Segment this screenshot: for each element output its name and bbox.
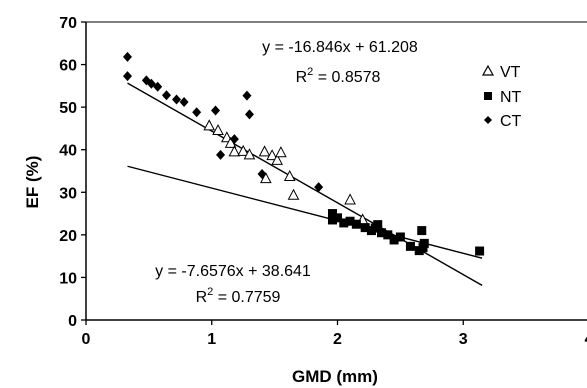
legend-ct-label: CT bbox=[500, 113, 522, 130]
legend-item-nt: NT bbox=[484, 89, 522, 106]
y-tick-label: 20 bbox=[59, 228, 77, 245]
trendline-2-equation: y = -7.6576x + 38.641 bbox=[155, 263, 311, 280]
ct-point bbox=[211, 105, 221, 116]
vt-point bbox=[203, 119, 216, 131]
data-points bbox=[122, 51, 485, 256]
ct-point bbox=[192, 107, 202, 118]
x-tick-label: 3 bbox=[459, 331, 468, 348]
x-tick-label: 0 bbox=[82, 331, 91, 348]
nt-point bbox=[417, 226, 427, 236]
trendline-1-equation: y = -16.846x + 61.208 bbox=[262, 39, 418, 56]
ct-point bbox=[244, 109, 254, 120]
nt-point bbox=[327, 209, 337, 219]
nt-point bbox=[345, 216, 355, 226]
nt-point bbox=[419, 238, 429, 248]
vt-point bbox=[259, 172, 272, 184]
x-tick-label: 4 bbox=[585, 331, 587, 348]
nt-point bbox=[389, 235, 399, 245]
x-tick-label: 1 bbox=[207, 331, 216, 348]
vt-point bbox=[287, 188, 300, 200]
ct-point bbox=[161, 90, 171, 101]
trendline-1-r2-value: = 0.8578 bbox=[313, 69, 380, 86]
vt-point bbox=[212, 123, 224, 136]
legend-vt-marker bbox=[481, 64, 495, 76]
ct-point bbox=[122, 51, 132, 62]
trendline-1 bbox=[127, 82, 483, 286]
trendline-1-r2: R2 = 0.8578 bbox=[296, 66, 381, 86]
y-tick-label: 70 bbox=[59, 15, 77, 32]
trendline-2-r2-exp: 2 bbox=[207, 286, 213, 298]
ct-point bbox=[172, 94, 182, 105]
vt-point bbox=[283, 169, 296, 182]
nt-point bbox=[333, 213, 342, 223]
nt-point bbox=[383, 230, 393, 240]
trendline-2-r2: R2 = 0.7759 bbox=[196, 286, 281, 306]
vt-point bbox=[271, 153, 283, 165]
trendline-1-r2-prefix: R bbox=[296, 69, 308, 86]
x-axis-ticks: 0 1 2 3 4 bbox=[82, 320, 587, 348]
x-axis-title: GMD (mm) bbox=[292, 367, 378, 386]
nt-point bbox=[377, 228, 387, 238]
ct-point bbox=[242, 90, 252, 101]
nt-point bbox=[405, 241, 415, 251]
trendline-1-r2-exp: 2 bbox=[307, 66, 313, 78]
vt-point bbox=[344, 193, 356, 205]
nt-point bbox=[339, 218, 349, 228]
legend-item-vt: VT bbox=[481, 64, 521, 81]
vt-point bbox=[266, 149, 278, 161]
nt-point bbox=[351, 219, 361, 229]
legend-vt-label: VT bbox=[500, 64, 521, 81]
y-tick-label: 30 bbox=[59, 185, 77, 202]
trendline-2 bbox=[127, 165, 483, 259]
vt-point bbox=[237, 144, 250, 156]
y-axis-title: EF (%) bbox=[23, 156, 42, 209]
nt-point bbox=[475, 246, 485, 256]
trendline-2-r2-prefix: R bbox=[196, 289, 208, 306]
y-tick-label: 0 bbox=[68, 313, 77, 330]
trendline-2-r2-value: = 0.7759 bbox=[213, 289, 280, 306]
nt-point bbox=[360, 223, 370, 233]
legend-nt-label: NT bbox=[500, 89, 522, 106]
x-tick-label: 2 bbox=[333, 331, 342, 348]
y-tick-label: 60 bbox=[59, 58, 77, 75]
y-tick-label: 10 bbox=[59, 270, 77, 287]
ct-point bbox=[216, 149, 226, 160]
legend-ct-marker bbox=[484, 116, 492, 124]
ct-point bbox=[257, 168, 267, 179]
y-tick-label: 50 bbox=[59, 100, 77, 117]
plot-frame bbox=[85, 21, 587, 321]
trendlines bbox=[127, 82, 483, 286]
ct-point bbox=[153, 81, 163, 92]
nt-point bbox=[373, 220, 383, 230]
ct-point bbox=[229, 134, 239, 145]
trendline-2-label: y = -7.6576x + 38.641 R2 = 0.7759 bbox=[155, 263, 311, 306]
legend-nt-marker bbox=[484, 92, 492, 100]
legend-item-ct: CT bbox=[484, 113, 522, 130]
nt-point bbox=[327, 215, 337, 225]
vt-point bbox=[228, 145, 241, 157]
legend: VT NT CT bbox=[481, 64, 522, 130]
y-tick-label: 40 bbox=[59, 143, 77, 160]
vt-point bbox=[275, 146, 287, 158]
ct-point bbox=[179, 97, 189, 108]
vt-point bbox=[258, 145, 271, 157]
ct-point bbox=[122, 71, 132, 82]
nt-point bbox=[395, 232, 405, 242]
vt-point bbox=[243, 148, 256, 160]
y-axis-ticks: 0 10 20 30 40 50 60 70 bbox=[59, 15, 86, 330]
trendline-1-label: y = -16.846x + 61.208 R2 = 0.8578 bbox=[262, 39, 418, 86]
ct-point bbox=[314, 182, 324, 193]
